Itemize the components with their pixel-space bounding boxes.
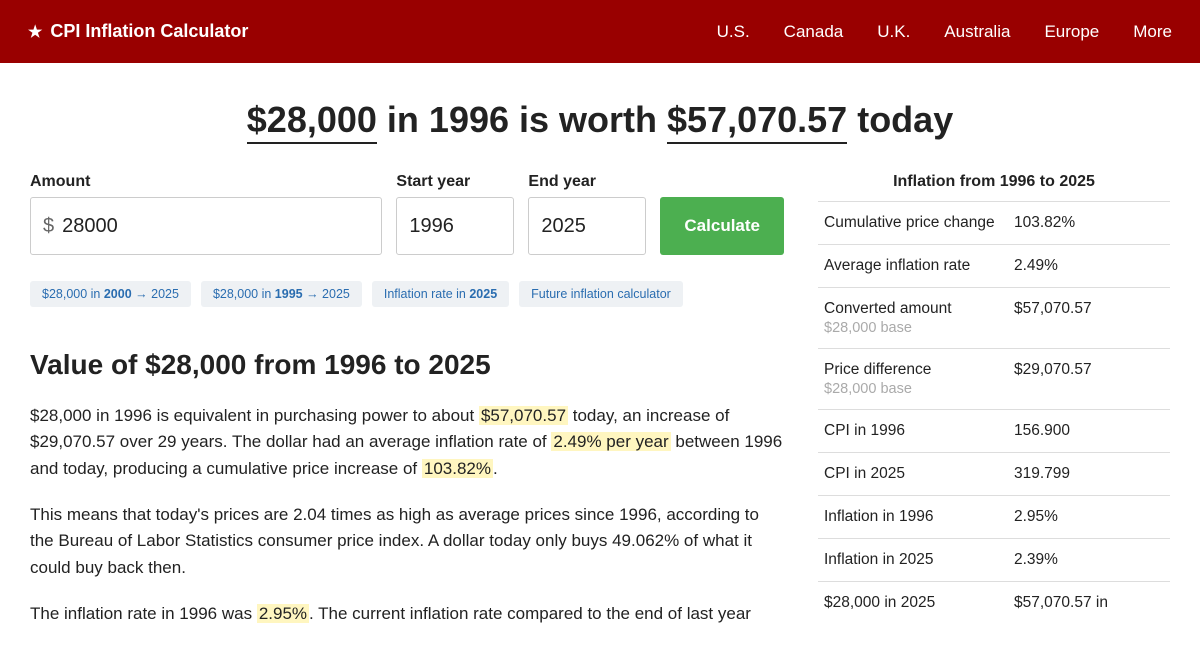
nav-us[interactable]: U.S. bbox=[717, 22, 750, 42]
stats-label: Average inflation rate bbox=[818, 245, 1008, 288]
stats-label: $28,000 in 2025 bbox=[818, 582, 1008, 625]
stats-row: Price difference$28,000 base$29,070.57 bbox=[818, 349, 1170, 410]
calculator-form: Amount $ 28000 Start year 1996 End year … bbox=[30, 173, 784, 255]
stats-label: Converted amount$28,000 base bbox=[818, 288, 1008, 349]
start-year-input[interactable]: 1996 bbox=[396, 197, 514, 255]
stats-row: CPI in 1996156.900 bbox=[818, 410, 1170, 453]
logo[interactable]: ★ CPI Inflation Calculator bbox=[28, 21, 248, 42]
stats-value: 2.49% bbox=[1008, 245, 1170, 288]
nav-canada[interactable]: Canada bbox=[784, 22, 844, 42]
amount-value: 28000 bbox=[62, 215, 118, 238]
stats-row: CPI in 2025319.799 bbox=[818, 453, 1170, 496]
sidebar: Inflation from 1996 to 2025 Cumulative p… bbox=[818, 173, 1170, 647]
currency-symbol: $ bbox=[43, 215, 54, 238]
nav-europe[interactable]: Europe bbox=[1044, 22, 1099, 42]
stats-row: Inflation in 20252.39% bbox=[818, 539, 1170, 582]
related-links: $28,000 in 2000 → 2025 $28,000 in 1995 →… bbox=[30, 281, 784, 307]
stats-value: 319.799 bbox=[1008, 453, 1170, 496]
stats-label: Inflation in 2025 bbox=[818, 539, 1008, 582]
start-year-label: Start year bbox=[396, 173, 514, 191]
star-icon: ★ bbox=[28, 22, 42, 42]
stats-label: CPI in 2025 bbox=[818, 453, 1008, 496]
nav: U.S. Canada U.K. Australia Europe More bbox=[717, 22, 1172, 42]
left-column: Amount $ 28000 Start year 1996 End year … bbox=[30, 173, 784, 647]
sidebar-title: Inflation from 1996 to 2025 bbox=[818, 173, 1170, 201]
stats-value: 2.39% bbox=[1008, 539, 1170, 582]
stats-label: Cumulative price change bbox=[818, 202, 1008, 245]
brand-text: CPI Inflation Calculator bbox=[50, 21, 248, 42]
stats-label: Inflation in 1996 bbox=[818, 496, 1008, 539]
stats-value: 2.95% bbox=[1008, 496, 1170, 539]
amount-label: Amount bbox=[30, 173, 382, 191]
paragraph-1: $28,000 in 1996 is equivalent in purchas… bbox=[30, 403, 784, 482]
paragraph-2: This means that today's prices are 2.04 … bbox=[30, 502, 784, 581]
pill-1995[interactable]: $28,000 in 1995 → 2025 bbox=[201, 281, 362, 307]
stats-label: CPI in 1996 bbox=[818, 410, 1008, 453]
stats-row: Converted amount$28,000 base$57,070.57 bbox=[818, 288, 1170, 349]
nav-uk[interactable]: U.K. bbox=[877, 22, 910, 42]
pill-future[interactable]: Future inflation calculator bbox=[519, 281, 683, 307]
pill-rate-2025[interactable]: Inflation rate in 2025 bbox=[372, 281, 509, 307]
nav-more[interactable]: More bbox=[1133, 22, 1172, 42]
stats-row: Average inflation rate2.49% bbox=[818, 245, 1170, 288]
paragraph-3: The inflation rate in 1996 was 2.95%. Th… bbox=[30, 601, 784, 627]
end-year-label: End year bbox=[528, 173, 646, 191]
stats-sublabel: $28,000 base bbox=[824, 381, 1002, 397]
section-heading: Value of $28,000 from 1996 to 2025 bbox=[30, 349, 784, 381]
page-title: $28,000 in 1996 is worth $57,070.57 toda… bbox=[30, 99, 1170, 141]
pill-2000[interactable]: $28,000 in 2000 → 2025 bbox=[30, 281, 191, 307]
main: $28,000 in 1996 is worth $57,070.57 toda… bbox=[0, 63, 1200, 647]
stats-row: $28,000 in 2025$57,070.57 in bbox=[818, 582, 1170, 625]
stats-table: Cumulative price change103.82%Average in… bbox=[818, 201, 1170, 624]
stats-sublabel: $28,000 base bbox=[824, 320, 1002, 336]
stats-value: $57,070.57 bbox=[1008, 288, 1170, 349]
stats-row: Inflation in 19962.95% bbox=[818, 496, 1170, 539]
calculate-button[interactable]: Calculate bbox=[660, 197, 784, 255]
stats-value: 156.900 bbox=[1008, 410, 1170, 453]
stats-value: 103.82% bbox=[1008, 202, 1170, 245]
nav-australia[interactable]: Australia bbox=[944, 22, 1010, 42]
headline-result: $57,070.57 bbox=[667, 99, 847, 144]
amount-input[interactable]: $ 28000 bbox=[30, 197, 382, 255]
headline-amount: $28,000 bbox=[247, 99, 377, 144]
end-year-input[interactable]: 2025 bbox=[528, 197, 646, 255]
stats-label: Price difference$28,000 base bbox=[818, 349, 1008, 410]
header: ★ CPI Inflation Calculator U.S. Canada U… bbox=[0, 0, 1200, 63]
stats-row: Cumulative price change103.82% bbox=[818, 202, 1170, 245]
stats-value: $57,070.57 in bbox=[1008, 582, 1170, 625]
stats-value: $29,070.57 bbox=[1008, 349, 1170, 410]
